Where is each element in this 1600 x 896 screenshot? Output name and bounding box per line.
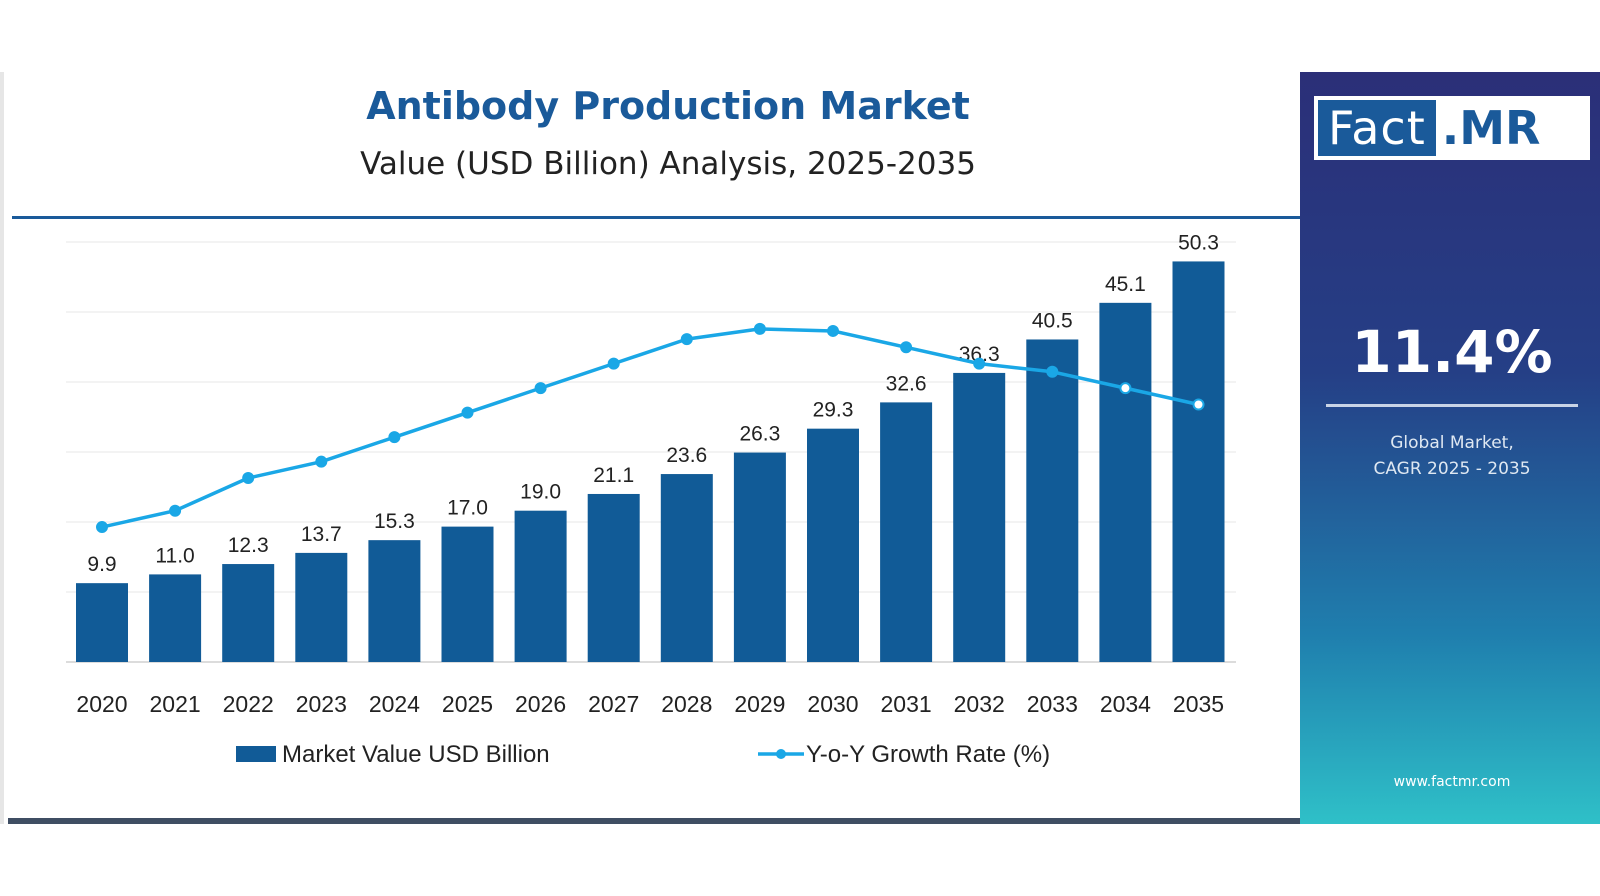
growth-rate-point (242, 472, 255, 485)
logo-mr-text: .MR (1441, 101, 1541, 155)
bar-2027 (587, 493, 640, 662)
x-tick-label: 2028 (661, 691, 712, 717)
bar-2025 (441, 526, 494, 662)
bar-2031 (880, 402, 933, 662)
x-tick-label: 2022 (223, 691, 274, 717)
x-tick-label: 2025 (442, 691, 493, 717)
growth-rate-point (973, 357, 986, 370)
x-tick-label: 2029 (734, 691, 785, 717)
bar-2021 (149, 574, 202, 662)
growth-rate-line (101, 327, 1199, 529)
bar-value-label: 32.6 (886, 372, 927, 395)
x-tick-label: 2027 (588, 691, 639, 717)
logo-fact-text: Fact (1318, 100, 1436, 156)
x-tick-label: 2021 (150, 691, 201, 717)
chart-title: Antibody Production Market (366, 84, 970, 128)
legend-line-marker (776, 749, 786, 759)
cagr-label-line2: CAGR 2025 - 2035 (1373, 459, 1531, 479)
growth-rate-point (900, 341, 913, 354)
bar-value-label: 9.9 (87, 553, 116, 576)
title-divider (12, 216, 1304, 219)
bar-2030 (807, 428, 859, 662)
growth-rate-point (96, 521, 108, 534)
bar-value-label: 26.3 (739, 423, 780, 446)
growth-rate-point (753, 322, 766, 335)
bar-value-label: 12.3 (228, 534, 269, 557)
x-tick-label: 2020 (76, 691, 127, 717)
legend-line-label: Y-o-Y Growth Rate (%) (806, 741, 1050, 768)
bar-2029 (733, 452, 786, 662)
bottom-divider (8, 818, 1300, 824)
x-tick-label: 2033 (1027, 691, 1078, 717)
bar-2023 (295, 552, 348, 662)
growth-rate-point (534, 382, 547, 395)
bar-2033 (1026, 339, 1079, 662)
growth-rate-point (607, 357, 620, 370)
bar-2024 (368, 540, 421, 662)
growth-rate-point (680, 333, 693, 346)
cagr-label-line1: Global Market, (1390, 433, 1514, 453)
website-link[interactable]: www.factmr.com (1393, 774, 1511, 790)
cagr-value: 11.4% (1351, 318, 1553, 386)
growth-rate-point (827, 324, 839, 337)
x-tick-label: 2024 (369, 691, 420, 717)
bar-2035 (1172, 261, 1225, 662)
bar-value-label: 15.3 (374, 510, 415, 533)
growth-rate-point (1119, 382, 1132, 395)
bar-value-label: 23.6 (666, 444, 707, 467)
bar-2028 (660, 474, 713, 662)
bar-2026 (514, 510, 567, 662)
chart-subtitle: Value (USD Billion) Analysis, 2025-2035 (360, 146, 976, 182)
growth-rate-point (169, 504, 182, 517)
x-tick-label: 2032 (954, 691, 1005, 717)
bar-value-label: 19.0 (520, 481, 561, 504)
x-tick-label: 2026 (515, 691, 566, 717)
bar-value-label: 29.3 (813, 399, 854, 422)
growth-rate-point (388, 431, 401, 444)
bar-value-label: 13.7 (301, 523, 342, 546)
chart-panel: Antibody Production Market Value (USD Bi… (8, 72, 1304, 824)
growth-rate-point (461, 406, 474, 419)
x-tick-label: 2035 (1173, 691, 1224, 717)
legend-bar-swatch (236, 746, 276, 762)
bar-2032 (953, 372, 1006, 662)
bar-value-label: 21.1 (593, 464, 634, 487)
x-tick-label: 2034 (1100, 691, 1151, 717)
bar-value-label: 40.5 (1032, 309, 1073, 332)
legend-bar-label: Market Value USD Billion (282, 741, 550, 768)
x-tick-label: 2023 (296, 691, 347, 717)
brand-panel: Fact .MR 11.4% Global Market, CAGR 2025 … (1300, 72, 1600, 824)
bar-2022 (222, 564, 275, 662)
bar-line-chart: 9.9 2020 11.0 2021 12.3 2022 13.7 2023 15.3 2024 1… (66, 231, 1236, 768)
bar-value-label: 50.3 (1178, 231, 1219, 254)
factmr-logo: Fact .MR (1314, 96, 1590, 160)
x-tick-label: 2031 (881, 691, 932, 717)
x-tick-label: 2030 (807, 691, 858, 717)
cagr-label: Global Market, CAGR 2025 - 2035 (1300, 430, 1600, 482)
growth-rate-point (1046, 365, 1059, 378)
chart-card: Antibody Production Market Value (USD Bi… (0, 72, 1600, 824)
bar-value-label: 17.0 (447, 497, 488, 520)
bar-2034 (1099, 302, 1152, 662)
bar-value-label: 45.1 (1105, 273, 1146, 296)
bar-value-label: 11.0 (155, 544, 194, 567)
bar-2020 (76, 583, 128, 662)
cagr-divider (1326, 404, 1578, 407)
growth-rate-point (315, 455, 328, 468)
growth-rate-point (1192, 398, 1205, 411)
